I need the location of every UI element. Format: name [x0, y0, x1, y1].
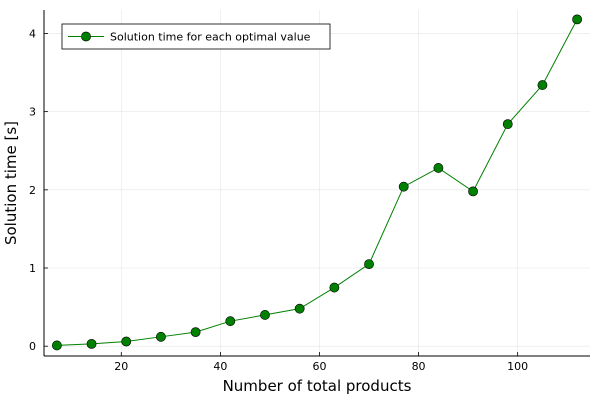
y-tick-label-2: 2 — [29, 184, 36, 197]
data-point-6 — [260, 310, 270, 320]
data-point-5 — [225, 316, 236, 327]
tick-labels: 20 40 60 80 100 0 1 2 3 4 — [29, 27, 528, 373]
y-tick-label-3: 3 — [29, 106, 36, 119]
x-tick-label-0: 20 — [114, 360, 128, 373]
data-point-7 — [294, 303, 305, 314]
data-point-9 — [364, 259, 374, 270]
data-point-13 — [502, 119, 513, 130]
y-axis-label: Solution time [s] — [2, 121, 20, 245]
data-point-0 — [51, 340, 62, 351]
data-point-4 — [190, 327, 201, 338]
data-point-1 — [86, 338, 97, 349]
legend-box — [61, 23, 331, 50]
legend: Solution time for each optimal value — [61, 23, 331, 50]
x-tick-label-3: 80 — [412, 360, 426, 373]
x-axis-label: Number of total products — [223, 377, 412, 395]
data-point-14 — [537, 80, 548, 90]
y-tick-label-0: 0 — [29, 340, 36, 353]
y-tick-label-1: 1 — [29, 262, 36, 275]
x-tick-label-1: 40 — [213, 360, 227, 373]
data-point-8 — [329, 282, 340, 293]
legend-label: Solution time for each optimal value — [110, 31, 311, 44]
data-point-2 — [121, 336, 132, 347]
data-point-12 — [468, 186, 478, 197]
data-point-3 — [156, 331, 166, 342]
data-point-10 — [398, 181, 409, 192]
y-tick-label-4: 4 — [29, 27, 36, 40]
series-line-0 — [56, 19, 578, 346]
data-series — [51, 14, 583, 351]
data-point-15 — [572, 14, 583, 25]
data-point-11 — [433, 163, 444, 173]
x-tick-label-4: 100 — [507, 360, 528, 373]
legend-marker-sample — [81, 31, 91, 42]
axes — [43, 10, 590, 357]
x-tick-label-2: 60 — [312, 360, 326, 373]
